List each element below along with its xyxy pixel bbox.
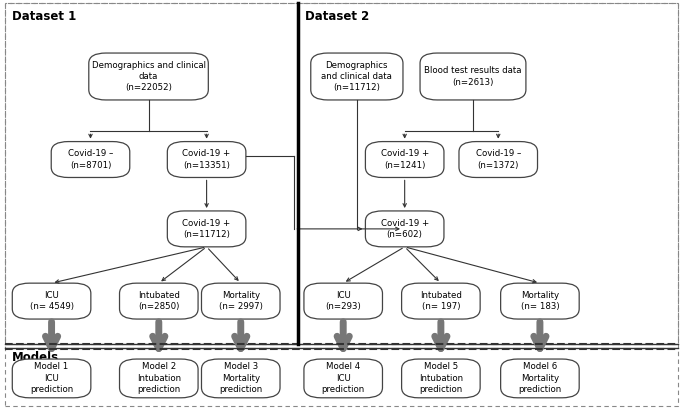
FancyBboxPatch shape	[201, 283, 280, 319]
Text: Model 4
ICU
prediction: Model 4 ICU prediction	[322, 362, 365, 395]
Text: Models: Models	[12, 351, 59, 364]
FancyBboxPatch shape	[167, 142, 246, 177]
Text: Demographics and clinical
data
(n=22052): Demographics and clinical data (n=22052)	[92, 60, 206, 93]
Text: ICU
(n=293): ICU (n=293)	[325, 291, 361, 311]
FancyBboxPatch shape	[420, 53, 526, 100]
Text: Intubated
(n=2850): Intubated (n=2850)	[138, 291, 180, 311]
FancyBboxPatch shape	[304, 283, 382, 319]
Bar	[298, 3, 678, 344]
FancyBboxPatch shape	[365, 211, 444, 247]
Text: Covid-19 +
(n=602): Covid-19 + (n=602)	[380, 219, 429, 239]
Text: Mortality
(n= 2997): Mortality (n= 2997)	[219, 291, 263, 311]
Text: Model 1
ICU
prediction: Model 1 ICU prediction	[30, 362, 73, 395]
FancyBboxPatch shape	[89, 53, 208, 100]
FancyBboxPatch shape	[311, 53, 403, 100]
Text: ICU
(n= 4549): ICU (n= 4549)	[29, 291, 74, 311]
Text: Model 3
Mortality
prediction: Model 3 Mortality prediction	[219, 362, 262, 395]
FancyBboxPatch shape	[501, 283, 579, 319]
Text: Dataset 1: Dataset 1	[12, 10, 76, 23]
Bar	[5, 3, 298, 344]
FancyBboxPatch shape	[304, 359, 382, 398]
FancyBboxPatch shape	[12, 359, 91, 398]
Text: Blood test results data
(n=2613): Blood test results data (n=2613)	[424, 66, 522, 87]
FancyBboxPatch shape	[201, 359, 280, 398]
Text: Covid-19 +
(n=1241): Covid-19 + (n=1241)	[380, 149, 429, 170]
Text: Model 2
Intubation
prediction: Model 2 Intubation prediction	[137, 362, 181, 395]
FancyBboxPatch shape	[402, 283, 480, 319]
Text: Covid-19 –
(n=8701): Covid-19 – (n=8701)	[68, 149, 113, 170]
FancyBboxPatch shape	[501, 359, 579, 398]
Text: Covid-19 –
(n=1372): Covid-19 – (n=1372)	[475, 149, 521, 170]
Text: Dataset 2: Dataset 2	[305, 10, 369, 23]
Text: Demographics
and clinical data
(n=11712): Demographics and clinical data (n=11712)	[322, 60, 392, 93]
Text: Model 5
Intubation
prediction: Model 5 Intubation prediction	[419, 362, 463, 395]
FancyBboxPatch shape	[365, 142, 444, 177]
Text: Intubated
(n= 197): Intubated (n= 197)	[420, 291, 462, 311]
FancyBboxPatch shape	[120, 283, 198, 319]
Text: Covid-19 +
(n=11712): Covid-19 + (n=11712)	[182, 219, 231, 239]
FancyBboxPatch shape	[167, 211, 246, 247]
FancyBboxPatch shape	[402, 359, 480, 398]
Text: Model 6
Mortality
prediction: Model 6 Mortality prediction	[518, 362, 561, 395]
FancyBboxPatch shape	[51, 142, 130, 177]
FancyBboxPatch shape	[459, 142, 538, 177]
Text: Mortality
(n= 183): Mortality (n= 183)	[520, 291, 559, 311]
FancyBboxPatch shape	[12, 283, 91, 319]
FancyBboxPatch shape	[120, 359, 198, 398]
Text: Covid-19 +
(n=13351): Covid-19 + (n=13351)	[182, 149, 231, 170]
